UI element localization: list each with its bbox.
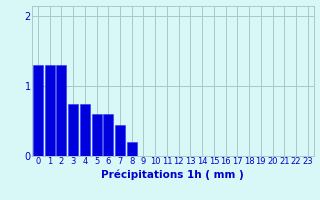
Bar — [103, 114, 113, 156]
X-axis label: Précipitations 1h ( mm ): Précipitations 1h ( mm ) — [101, 169, 244, 180]
Bar — [127, 142, 137, 156]
Bar — [44, 65, 55, 156]
Bar — [68, 104, 78, 156]
Bar — [115, 125, 125, 156]
Bar — [92, 114, 101, 156]
Bar — [33, 65, 43, 156]
Bar — [56, 65, 66, 156]
Bar — [80, 104, 90, 156]
